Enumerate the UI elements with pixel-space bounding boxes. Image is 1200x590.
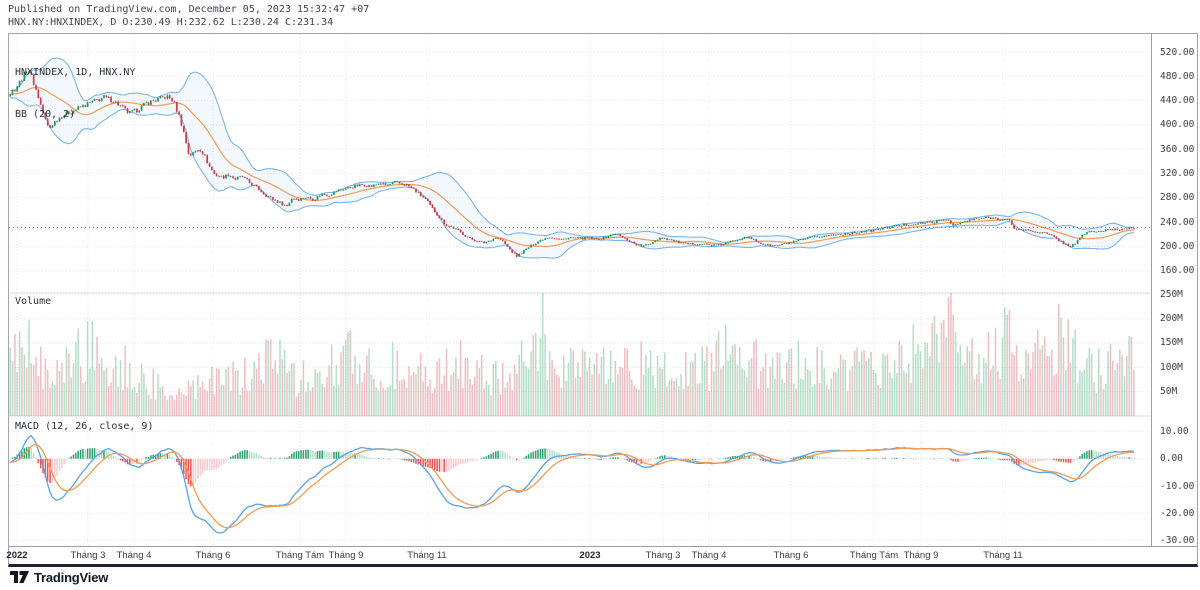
volume-tick-label: 150M <box>1160 337 1183 349</box>
macd-tick-label: -20.00 <box>1160 507 1195 519</box>
bb-upper-band <box>10 57 1134 243</box>
time-tick-label: Tháng 6 <box>773 550 809 561</box>
volume-bars-down <box>14 293 1135 416</box>
time-tick-label: 2022 <box>6 550 28 561</box>
price-pane[interactable] <box>9 57 1151 259</box>
time-tick-label: Tháng 6 <box>195 550 231 561</box>
time-tick-label: Tháng Tám <box>275 550 325 561</box>
price-tick-label: 280.00 <box>1160 192 1195 204</box>
time-tick-label: Tháng 3 <box>645 550 681 561</box>
symbol-ohlc-header-line: HNX.NY:HNXINDEX, D O:230.49 H:232.62 L:2… <box>8 17 334 28</box>
volume-tick-label: 100M <box>1160 361 1183 373</box>
price-tick-label: 320.00 <box>1160 168 1195 179</box>
published-header-line: Published on TradingView.com, December 0… <box>8 4 370 15</box>
chart-frame: HNXINDEX, 1D, HNX.NY BB (20, 2) Volume M… <box>6 33 1198 567</box>
symbol-legend: HNXINDEX, 1D, HNX.NY <box>15 67 136 78</box>
price-tick-label: 240.00 <box>1160 216 1195 228</box>
macd-hist-up-fall <box>30 448 1135 459</box>
price-tick-label: 520.00 <box>1160 46 1195 58</box>
chart-legend: HNXINDEX, 1D, HNX.NY BB (20, 2) <box>15 38 135 150</box>
macd-line <box>9 435 1134 534</box>
footer: TradingView <box>10 570 108 585</box>
candle-bodies-up <box>9 71 1131 257</box>
volume-tick-label: 250M <box>1160 288 1183 300</box>
price-tick-label: 480.00 <box>1160 70 1195 82</box>
price-tick-label: 440.00 <box>1160 95 1195 107</box>
volume-bars-up <box>9 293 1130 416</box>
time-axis[interactable]: 2022 Tháng 3 Tháng 4 Tháng 6 Tháng Tám Tháng … <box>6 546 1197 565</box>
tradingview-brand-text[interactable]: TradingView <box>34 570 109 585</box>
price-axis[interactable]: 231.34 520.00480.00440.00400.00360.00320… <box>1151 34 1198 546</box>
macd-tick-label: 10.00 <box>1160 425 1189 437</box>
time-tick-label: Tháng 3 <box>70 550 106 561</box>
macd-hist-down-grow <box>9 458 1076 486</box>
time-tick-label: Tháng 4 <box>691 550 727 561</box>
chart-canvas[interactable] <box>9 34 1197 546</box>
price-tick-label: 200.00 <box>1160 240 1195 252</box>
volume-pane[interactable] <box>9 293 1135 416</box>
time-tick-label: Tháng Tám <box>849 550 899 561</box>
time-tick-label: Tháng 9 <box>903 550 939 561</box>
volume-tick-label: 200M <box>1160 313 1183 325</box>
price-tick-label: 160.00 <box>1160 265 1195 277</box>
macd-tick-label: 0.00 <box>1160 453 1183 465</box>
volume-tick-label: 50M <box>1160 386 1178 398</box>
time-tick-label: Tháng 11 <box>983 550 1023 561</box>
time-tick-label: Tháng 11 <box>407 550 447 561</box>
time-tick-label: Tháng 9 <box>328 550 364 561</box>
macd-pane[interactable] <box>9 435 1135 534</box>
price-tick-label: 360.00 <box>1160 143 1195 155</box>
gridlines <box>9 34 1151 546</box>
volume-pane-label: Volume <box>15 296 52 307</box>
bb-fill <box>10 58 1134 259</box>
bb-lower-band <box>10 97 1134 259</box>
macd-signal-line <box>10 443 1134 529</box>
tradingview-logo-icon[interactable] <box>10 570 29 585</box>
macd-tick-label: -10.00 <box>1160 480 1195 492</box>
price-tick-label: 400.00 <box>1160 119 1195 131</box>
macd-pane-label: MACD (12, 26, close, 9) <box>15 421 154 432</box>
candle-bodies-down <box>14 71 1135 257</box>
bb-basis-line <box>10 86 1134 248</box>
macd-tick-label: -30.00 <box>1160 535 1195 547</box>
time-tick-label: Tháng 4 <box>116 550 152 561</box>
time-tick-label: 2023 <box>579 550 601 561</box>
bb-indicator-legend: BB (20, 2) <box>15 109 76 120</box>
